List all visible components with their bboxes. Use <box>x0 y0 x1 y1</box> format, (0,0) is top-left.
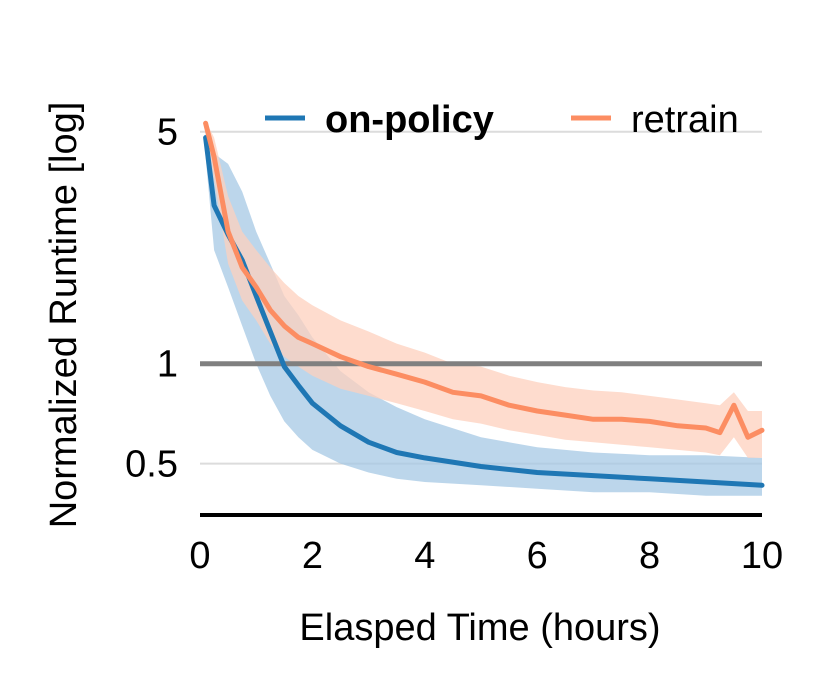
x-tick-label: 0 <box>189 535 210 577</box>
x-tick-label: 6 <box>527 535 548 577</box>
y-tick-label: 5 <box>157 112 178 154</box>
band-retrain <box>205 120 763 458</box>
axis-layer: 0.5 1 5 0 2 4 6 8 10 <box>125 112 783 577</box>
y-tick-label: 0.5 <box>125 444 178 486</box>
x-axis-label: Elasped Time (hours) <box>299 607 660 649</box>
x-tick-label: 2 <box>302 535 323 577</box>
y-tick-label: 1 <box>157 344 178 386</box>
legend-label: on-policy <box>325 99 494 141</box>
band-on-policy <box>205 131 763 496</box>
line-layer <box>203 120 765 488</box>
y-axis-label: Normalized Runtime [log] <box>43 102 85 529</box>
x-tick-label: 10 <box>741 535 783 577</box>
series-line-retrain <box>203 120 765 440</box>
legend: on-policy retrain <box>265 99 739 141</box>
series-line-on-policy <box>203 135 765 488</box>
legend-label: retrain <box>631 99 739 141</box>
x-tick-label: 4 <box>414 535 435 577</box>
band-layer <box>205 120 763 496</box>
x-tick-label: 8 <box>639 535 660 577</box>
